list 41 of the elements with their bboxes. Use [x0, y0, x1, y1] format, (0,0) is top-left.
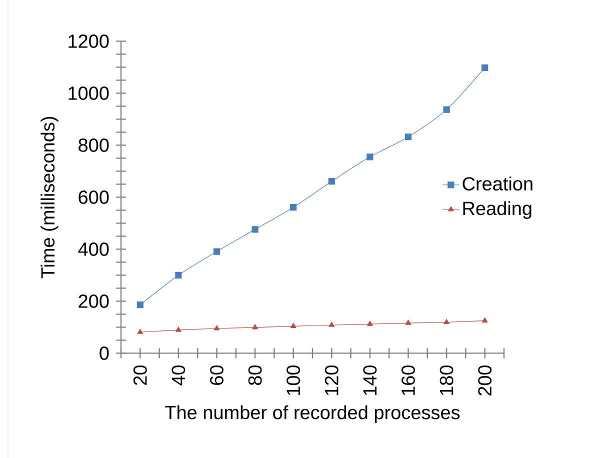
y-tick-label: 600 [78, 190, 109, 204]
y-tick-label: 200 [78, 294, 109, 308]
point [366, 153, 374, 160]
x-tick-label: 60 [210, 365, 224, 385]
x-tick-label: 120 [324, 365, 338, 395]
y-tick-label: 1000 [68, 86, 109, 100]
point [252, 324, 258, 330]
x-tick-label: 80 [248, 365, 262, 385]
point [443, 106, 450, 113]
x-tick-label: 140 [363, 365, 377, 395]
y-tick-label: 0 [100, 346, 109, 360]
x-tick-label: 160 [402, 365, 415, 395]
point [175, 272, 182, 278]
point [290, 204, 297, 210]
point [482, 317, 488, 322]
point [137, 328, 144, 334]
point [404, 133, 412, 140]
point [328, 178, 335, 184]
x-tick-label: 180 [440, 365, 454, 395]
legend-label: Creation [462, 176, 532, 190]
point [328, 322, 335, 327]
x-tick-label: 20 [133, 365, 147, 385]
y-axis-title: Time (milliseconds) [40, 116, 58, 278]
x-axis-title: The number of recorded processes [165, 405, 460, 423]
point [405, 320, 412, 325]
point [482, 64, 488, 71]
y-tick-label: 400 [78, 242, 109, 256]
point [444, 318, 450, 324]
point [290, 322, 296, 328]
y-tick-label: 800 [78, 138, 109, 152]
point [136, 301, 144, 308]
point [214, 325, 220, 330]
x-tick-label: 100 [286, 365, 300, 395]
x-tick-label: 40 [172, 365, 186, 386]
y-tick-label: 1200 [68, 34, 109, 48]
x-tick-label: 200 [478, 365, 492, 396]
point [367, 320, 373, 326]
point [176, 326, 182, 332]
point [252, 226, 258, 233]
point [213, 248, 220, 255]
legend-label: Reading [463, 201, 532, 219]
